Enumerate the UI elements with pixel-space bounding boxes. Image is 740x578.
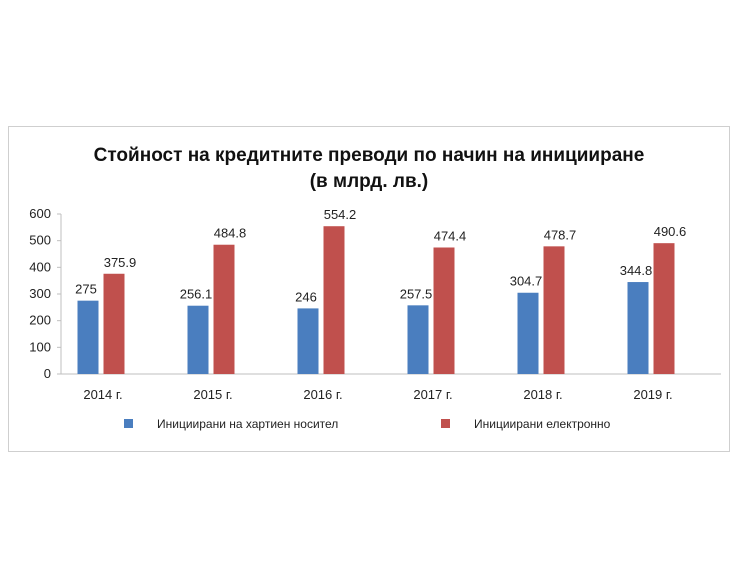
bar <box>77 300 99 374</box>
data-label: 275 <box>75 282 97 297</box>
y-tick-label: 600 <box>29 206 51 221</box>
chart-frame: Стойност на кредитните преводи по начин … <box>8 126 730 452</box>
bar-chart: 0 100 200 300 400 500 600 275 375.9 2014 г. 256.1 4… <box>29 206 721 431</box>
legend-swatch <box>124 419 133 428</box>
x-tick-label: 2018 г. <box>523 387 562 402</box>
data-label: 478.7 <box>544 227 577 242</box>
chart-title: Стойност на кредитните преводи по начин … <box>93 145 645 166</box>
bar <box>627 282 649 374</box>
legend-swatch <box>441 419 450 428</box>
y-tick-label: 0 <box>44 366 51 381</box>
x-tick-label: 2016 г. <box>303 387 342 402</box>
bar <box>433 247 455 374</box>
bar <box>213 244 235 374</box>
data-label: 344.8 <box>620 263 653 278</box>
chart-subtitle: (в млрд. лв.) <box>309 171 429 192</box>
bar <box>543 246 565 374</box>
legend-label: Инициирани на хартиен носител <box>157 417 338 431</box>
data-label: 257.5 <box>400 286 433 301</box>
x-tick-label: 2019 г. <box>633 387 672 402</box>
data-label: 256.1 <box>180 287 213 302</box>
data-label: 246 <box>295 289 317 304</box>
data-label: 375.9 <box>104 255 137 270</box>
data-label: 484.8 <box>214 226 247 241</box>
y-tick-label: 500 <box>29 233 51 248</box>
legend-label: Инициирани електронно <box>474 417 611 431</box>
bar <box>323 226 345 374</box>
bar <box>187 305 209 374</box>
data-label: 304.7 <box>510 274 543 289</box>
data-label: 474.4 <box>434 228 467 243</box>
bar <box>103 273 125 374</box>
x-tick-label: 2015 г. <box>193 387 232 402</box>
bar <box>407 305 429 374</box>
y-tick-label: 100 <box>29 339 51 354</box>
bar <box>517 292 539 374</box>
y-tick-label: 300 <box>29 286 51 301</box>
data-label: 554.2 <box>324 207 357 222</box>
x-tick-label: 2014 г. <box>83 387 122 402</box>
y-tick-label: 200 <box>29 313 51 328</box>
bar <box>653 243 675 374</box>
x-tick-label: 2017 г. <box>413 387 452 402</box>
bar <box>297 308 319 374</box>
y-tick-label: 400 <box>29 259 51 274</box>
data-label: 490.6 <box>654 224 687 239</box>
